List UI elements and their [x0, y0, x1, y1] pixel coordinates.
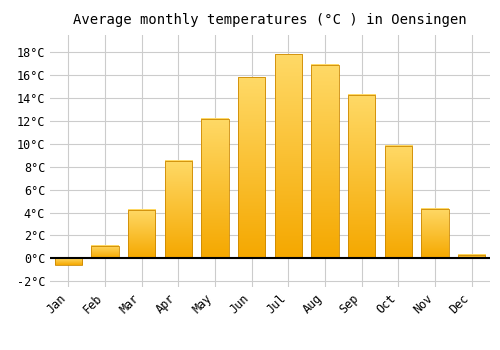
Bar	[91, 246, 119, 258]
Bar	[128, 210, 156, 258]
Bar	[311, 65, 339, 258]
Bar	[274, 55, 302, 258]
Bar	[54, 258, 82, 265]
Bar	[348, 94, 376, 258]
Title: Average monthly temperatures (°C ) in Oensingen: Average monthly temperatures (°C ) in Oe…	[73, 13, 467, 27]
Bar	[384, 146, 412, 258]
Bar	[201, 119, 229, 258]
Bar	[164, 161, 192, 258]
Bar	[238, 77, 266, 258]
Bar	[421, 209, 448, 258]
Bar	[458, 255, 485, 258]
